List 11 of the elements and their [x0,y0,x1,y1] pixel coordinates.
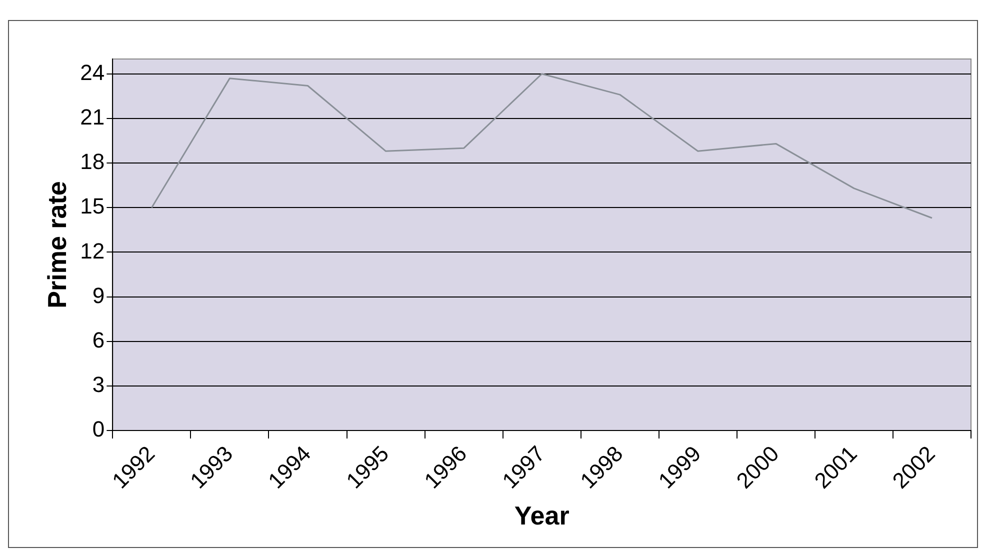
y-tick-label: 3 [92,372,105,398]
y-tick-label: 15 [80,194,105,219]
y-tick-label: 21 [80,104,105,130]
x-axis-title: Year [514,500,570,531]
y-axis-title: Prime rate [42,181,72,308]
y-tick-label: 18 [80,149,105,174]
y-tick-label: 24 [80,60,105,85]
y-tick-label: 9 [92,282,105,308]
y-tick-label: 0 [92,416,105,442]
y-tick-label: 6 [92,327,105,352]
y-tick-label: 12 [80,238,105,264]
